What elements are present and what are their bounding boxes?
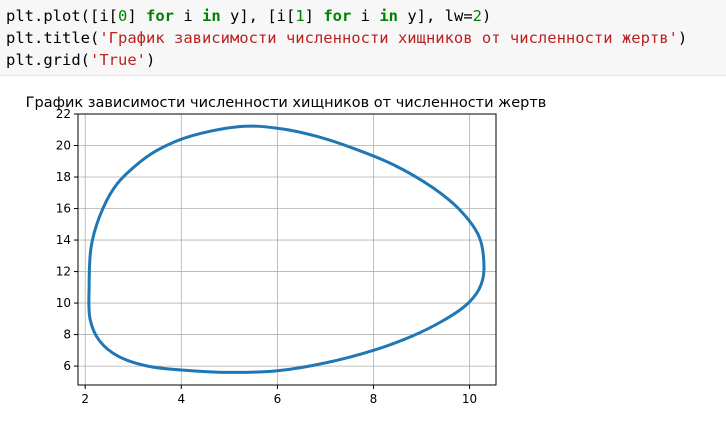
x-tick-label: 6 [274,392,282,406]
code-line-2: plt.title('График зависимости численност… [6,27,687,49]
plot-frame [77,113,497,386]
code-editor[interactable]: plt.plot([i[0] for i in y], [i[1] for i … [6,5,687,71]
y-tick-label: 16 [56,202,71,216]
code-token: 'График зависимости численности хищников… [99,29,678,47]
code-token: plt.plot([i[ [6,7,118,25]
code-token: y], [i[ [220,7,296,25]
y-tick-label: 6 [63,359,71,373]
y-tick-label: 18 [56,170,71,184]
code-token: y], lw= [398,7,473,25]
code-token: ) [482,7,492,25]
y-tick-label: 14 [56,233,71,247]
chart: График зависимости численности хищников … [26,95,547,406]
code-token: for [323,7,352,25]
code-token: i [174,7,202,25]
ticks: 2 4 6 8 10 6 8 10 12 14 16 18 20 22 [56,107,477,406]
code-line-3: plt.grid('True') [6,49,687,71]
code-token: 0 [117,7,128,25]
code-token: ) [677,29,688,47]
code-token: i [351,7,380,25]
code-token: ] [304,7,324,25]
series [87,124,486,374]
code-token: for [146,7,174,25]
grid [78,113,496,385]
code-token: 1 [295,7,305,25]
y-tick-label: 12 [56,265,71,279]
series-line [87,124,486,374]
y-tick-label: 20 [56,139,71,153]
x-tick-label: 2 [81,392,89,406]
x-tick-label: 8 [370,392,378,406]
code-line-1: plt.plot([i[0] for i in y], [i[1] for i … [6,5,687,27]
code-token: ) [146,51,156,69]
code-token: in [202,7,221,25]
y-tick-label: 22 [56,107,71,121]
code-token: plt.title( [6,29,100,47]
x-tick-label: 10 [462,392,477,406]
output-area: График зависимости численности хищников … [0,76,726,422]
code-token: in [379,7,399,25]
y-tick-label: 8 [63,328,71,342]
code-token: ] [127,7,146,25]
code-token: 2 [472,7,483,25]
chart-title: График зависимости численности хищников … [26,95,547,111]
code-token: plt.grid( [6,51,90,69]
code-cell[interactable]: plt.plot([i[0] for i in y], [i[1] for i … [0,0,726,76]
code-token: 'True' [90,51,146,69]
x-tick-label: 4 [177,392,185,406]
y-tick-label: 10 [56,296,71,310]
